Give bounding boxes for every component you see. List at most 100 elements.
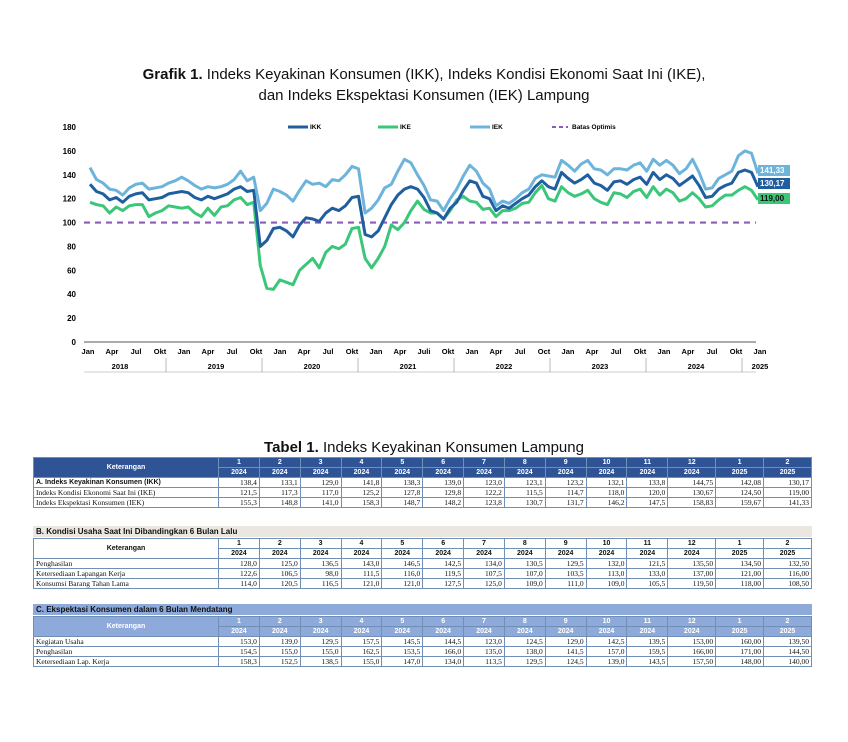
cell-value: 123,8 [463, 497, 505, 508]
cell-value: 129,5 [299, 636, 342, 647]
cell-value: 145,5 [381, 636, 424, 647]
series-line-iek [88, 149, 760, 215]
x-year-label: 2018 [112, 362, 129, 371]
month-header: 1 [715, 538, 764, 549]
cell-value: 171,00 [715, 646, 764, 657]
cell-value: 108,50 [763, 578, 812, 589]
month-header: 8 [503, 616, 546, 627]
month-header: 5 [381, 538, 424, 549]
cell-value: 127,8 [381, 487, 424, 498]
month-header: 4 [340, 616, 383, 627]
month-header: 2 [258, 616, 301, 627]
x-month-label: Oct [538, 347, 551, 356]
year-header: 2024 [585, 548, 628, 559]
month-header: 11 [626, 616, 669, 627]
row-label: Konsumsi Barang Tahan Lama [33, 578, 219, 589]
month-header: 6 [422, 616, 465, 627]
end-value-label: 141,33 [760, 166, 785, 175]
year-header: 2025 [715, 548, 764, 559]
x-month-label: Okt [730, 347, 743, 356]
year-header: 2025 [763, 467, 812, 478]
x-month-label: Jul [227, 347, 238, 356]
cell-value: 144,50 [763, 646, 812, 657]
month-header: 10 [585, 457, 628, 468]
cell-value: 123,0 [463, 477, 505, 488]
cell-value: 98,0 [299, 568, 342, 579]
x-month-label: Jul [707, 347, 718, 356]
cell-value: 159,5 [626, 646, 669, 657]
x-month-label: Jul [323, 347, 334, 356]
cell-value: 130,5 [503, 558, 546, 569]
cell-value: 119,50 [667, 578, 717, 589]
keterangan-header: Keterangan [33, 457, 219, 478]
end-value-box [758, 193, 790, 204]
year-header: 2024 [299, 626, 342, 637]
month-header: 6 [422, 457, 465, 468]
month-header: 10 [585, 538, 628, 549]
month-header: 4 [340, 457, 383, 468]
month-header: 5 [381, 616, 424, 627]
cell-value: 129,5 [544, 558, 587, 569]
x-month-label: Jul [611, 347, 622, 356]
cell-value: 120,5 [258, 578, 301, 589]
cell-value: 157,5 [340, 636, 383, 647]
cell-value: 121,0 [340, 578, 383, 589]
cell-value: 141,33 [763, 497, 812, 508]
cell-value: 133,1 [258, 477, 301, 488]
cell-value: 135,0 [463, 646, 505, 657]
series-line-ikk [88, 168, 760, 248]
cell-value: 121,00 [715, 568, 764, 579]
cell-value: 147,5 [626, 497, 669, 508]
cell-value: 103,5 [544, 568, 587, 579]
month-header: 1 [218, 616, 260, 627]
cell-value: 154,5 [218, 646, 260, 657]
cell-value: 119,5 [422, 568, 465, 579]
cell-value: 116,5 [299, 578, 342, 589]
end-value-box [758, 178, 790, 189]
cell-value: 119,00 [763, 487, 812, 498]
year-header: 2024 [585, 467, 628, 478]
cell-value: 123,1 [503, 477, 546, 488]
x-month-label: Apr [586, 347, 599, 356]
cell-value: 155,3 [218, 497, 260, 508]
year-header: 2024 [667, 467, 717, 478]
year-header: 2024 [218, 626, 260, 637]
year-header: 2024 [463, 548, 505, 559]
cell-value: 118,00 [715, 578, 764, 589]
year-header: 2024 [218, 548, 260, 559]
x-month-label: Jan [562, 347, 575, 356]
month-header: 9 [544, 616, 587, 627]
cell-value: 143,0 [340, 558, 383, 569]
year-header: 2024 [667, 626, 717, 637]
cell-value: 113,0 [585, 568, 628, 579]
cell-value: 109,0 [585, 578, 628, 589]
cell-value: 130,7 [503, 497, 546, 508]
year-header: 2024 [258, 467, 301, 478]
end-value-box [758, 165, 790, 176]
year-header: 2025 [763, 548, 812, 559]
cell-value: 134,0 [463, 558, 505, 569]
keterangan-header: Keterangan [33, 538, 219, 559]
x-year-label: 2021 [400, 362, 417, 371]
month-header: 1 [218, 457, 260, 468]
cell-value: 132,1 [585, 477, 628, 488]
cell-value: 133,0 [626, 568, 669, 579]
cell-value: 141,8 [340, 477, 383, 488]
year-header: 2024 [340, 467, 383, 478]
year-header: 2024 [463, 626, 505, 637]
year-header: 2024 [381, 548, 424, 559]
x-year-label: 2022 [496, 362, 513, 371]
cell-value: 121,0 [381, 578, 424, 589]
cell-value: 130,67 [667, 487, 717, 498]
month-header: 7 [463, 457, 505, 468]
row-label: A. Indeks Keyakinan Konsumen (IKK) [33, 477, 219, 488]
x-month-label: Jan [370, 347, 383, 356]
cell-value: 132,50 [763, 558, 812, 569]
cell-value: 134,50 [715, 558, 764, 569]
cell-value: 155,0 [258, 646, 301, 657]
cell-value: 129,5 [503, 656, 546, 667]
month-header: 12 [667, 457, 717, 468]
cell-value: 117,3 [258, 487, 301, 498]
cell-value: 148,8 [258, 497, 301, 508]
cell-value: 111,0 [544, 578, 587, 589]
